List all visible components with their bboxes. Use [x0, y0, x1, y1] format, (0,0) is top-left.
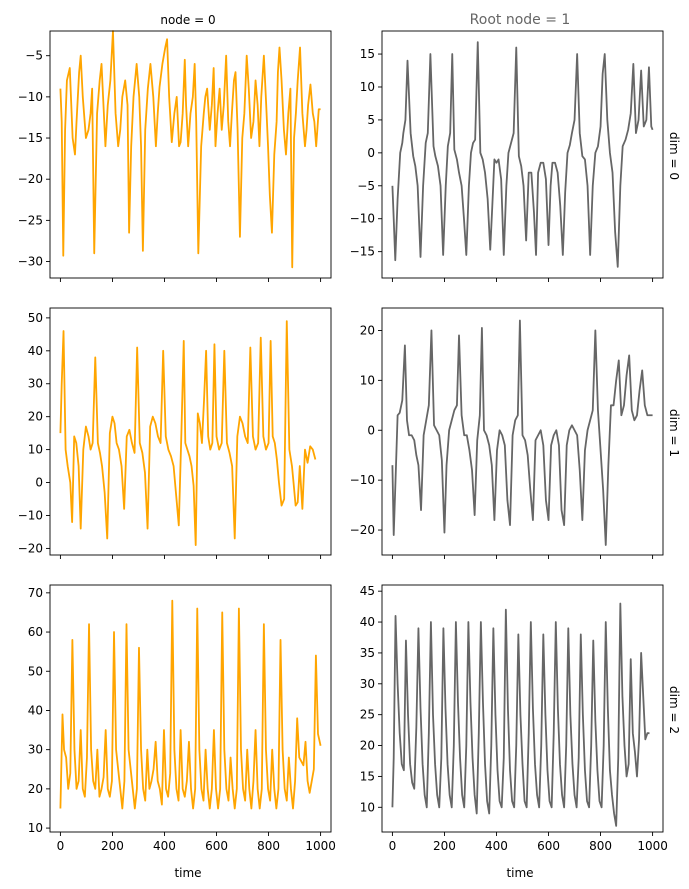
y-tick-label: 30 — [360, 677, 375, 691]
y-tick-label: 10 — [360, 80, 375, 94]
series-line — [391, 319, 653, 546]
axes-frame — [49, 30, 332, 279]
y-tick-label: 0 — [367, 146, 375, 160]
panel-r2-c1: 10 15 20 25 30 35 40 45 0 200 400 600 800 1000 — [360, 584, 668, 853]
y-tick-label: −15 — [350, 245, 375, 259]
panel-r0-c0: −30 −25 −20 −15 −10 −5 — [18, 30, 332, 282]
y-tick-label: −25 — [18, 213, 43, 227]
y-tick-label: 35 — [360, 646, 375, 660]
y-tick-label: 15 — [360, 47, 375, 61]
y-tick-label: 10 — [360, 373, 375, 387]
y-tick-label: 0 — [367, 423, 375, 437]
y-tick-label: −15 — [18, 131, 43, 145]
y-tick-label: 40 — [28, 703, 43, 717]
y-tick-label: −10 — [18, 90, 43, 104]
y-tick-label: −10 — [350, 212, 375, 226]
y-tick-label: −30 — [18, 255, 43, 269]
y-tick-label: 45 — [360, 584, 375, 598]
panel-r2-c0: 10 20 30 40 50 60 70 0 200 400 600 800 1000 — [28, 584, 336, 853]
y-tick-label: 30 — [28, 377, 43, 391]
panel-r1-c0: −20 −10 0 10 20 30 40 50 — [18, 307, 332, 559]
y-tick-label: −10 — [350, 473, 375, 487]
row-label-dim1: dim = 1 — [667, 409, 681, 457]
x-tick-label: 1000 — [637, 839, 668, 853]
series-line — [391, 41, 654, 268]
y-tick-label: 40 — [360, 615, 375, 629]
panels: −30−25−20−15−10−5−15−10−5051015−20−10010… — [18, 30, 668, 853]
series-line — [59, 320, 317, 547]
y-tick-label: 30 — [28, 743, 43, 757]
y-tick-label: 40 — [28, 344, 43, 358]
y-tick-label: 10 — [28, 821, 43, 835]
axes-frame — [381, 30, 664, 279]
y-tick-label: 50 — [28, 664, 43, 678]
col-title-node0: node = 0 — [160, 13, 215, 27]
series-line — [59, 599, 322, 810]
y-tick-label: 60 — [28, 625, 43, 639]
y-tick-label: −20 — [18, 172, 43, 186]
series-line — [59, 30, 321, 269]
axes-frame — [381, 584, 664, 833]
y-tick-label: 20 — [28, 410, 43, 424]
y-tick-label: 20 — [360, 739, 375, 753]
row-label-dim2: dim = 2 — [667, 686, 681, 734]
x-tick-label: 400 — [153, 839, 176, 853]
x-tick-label: 200 — [433, 839, 456, 853]
x-tick-label: 600 — [205, 839, 228, 853]
y-tick-label: 0 — [35, 476, 43, 490]
x-tick-label: 0 — [389, 839, 397, 853]
y-tick-label: 10 — [360, 800, 375, 814]
y-tick-label: 15 — [360, 769, 375, 783]
y-tick-label: 50 — [28, 311, 43, 325]
x-axis-label-right: time — [506, 866, 533, 880]
y-tick-label: 25 — [360, 708, 375, 722]
y-tick-label: −20 — [350, 523, 375, 537]
axes-frame — [381, 307, 664, 556]
x-tick-label: 800 — [589, 839, 612, 853]
panel-r1-c1: −20 −10 0 10 20 — [350, 307, 664, 559]
y-tick-label: 10 — [28, 443, 43, 457]
y-tick-label: −5 — [25, 49, 43, 63]
series-line — [391, 602, 650, 827]
axes-frame — [49, 307, 332, 556]
x-tick-label: 0 — [57, 839, 65, 853]
x-tick-label: 1000 — [305, 839, 336, 853]
row-label-dim0: dim = 0 — [667, 132, 681, 180]
y-tick-label: 70 — [28, 586, 43, 600]
y-tick-label: 20 — [360, 323, 375, 337]
x-tick-label: 600 — [537, 839, 560, 853]
y-tick-label: 5 — [367, 113, 375, 127]
x-tick-label: 200 — [101, 839, 124, 853]
panel-r0-c1: −15 −10 −5 0 5 10 15 — [350, 30, 664, 282]
axes-frame — [49, 584, 332, 833]
x-tick-label: 400 — [485, 839, 508, 853]
x-axis-label-left: time — [174, 866, 201, 880]
y-tick-label: −10 — [18, 508, 43, 522]
x-tick-label: 800 — [257, 839, 280, 853]
y-tick-label: −20 — [18, 541, 43, 555]
y-tick-label: 20 — [28, 782, 43, 796]
y-tick-label: −5 — [357, 179, 375, 193]
col-title-root: Root node = 1 — [470, 12, 571, 28]
